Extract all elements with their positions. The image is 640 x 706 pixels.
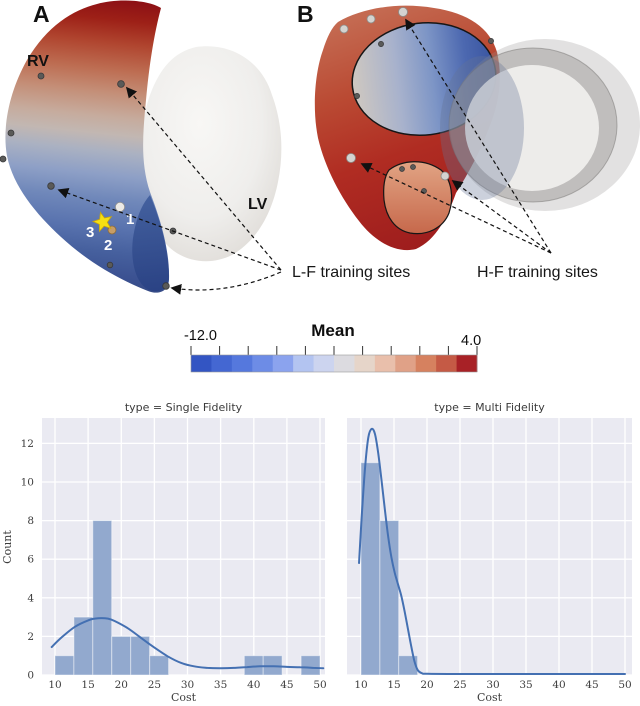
colorbar-max-label: 4.0 <box>461 333 481 349</box>
panel-a: 1 2 3 A RV LV <box>0 0 282 293</box>
colorbar-ticks <box>190 346 478 355</box>
site-number-3: 3 <box>86 224 94 241</box>
lv-lumen-b <box>465 65 599 191</box>
x-tick-label: 50 <box>618 679 631 691</box>
site-number-2: 2 <box>104 237 112 254</box>
y-tick-label: 12 <box>21 438 34 450</box>
colorbar-segments <box>191 355 478 372</box>
histogram-bar <box>300 655 321 676</box>
salmon-patch-b <box>383 161 453 235</box>
chart-multi-fidelity: type = Multi Fidelity 10 15 20 25 30 35 40 45 50 C… <box>347 401 632 704</box>
hf-training-sites-caption: H-F training sites <box>477 264 598 281</box>
histogram-bar <box>54 655 75 676</box>
panel-a-label: A <box>33 1 50 27</box>
x-tick-label: 30 <box>181 679 194 691</box>
y-tick-label: 0 <box>27 670 34 682</box>
lf-site-dots-a <box>0 72 177 290</box>
lf-training-sites-caption: L-F training sites <box>292 264 410 281</box>
x-tick-label: 20 <box>115 679 128 691</box>
overlap-tint-b <box>440 56 524 200</box>
hf-site-spheres-b <box>339 7 450 181</box>
panel-b-label: B <box>297 1 314 27</box>
y-tick-label: 10 <box>21 477 34 489</box>
x-tick-label: 25 <box>148 679 161 691</box>
x-tick-label: 40 <box>552 679 565 691</box>
x-tick-label: 35 <box>214 679 227 691</box>
histogram-bar <box>149 655 170 676</box>
chart-title: type = Multi Fidelity <box>434 401 545 414</box>
y-tick-label: 6 <box>27 554 34 566</box>
histogram-bar <box>379 520 400 676</box>
rv-surface-a <box>5 0 170 293</box>
colorbar-title: Mean <box>311 321 354 340</box>
x-axis-label: Cost <box>171 691 197 704</box>
x-tick-label: 10 <box>354 679 367 691</box>
x-tick-label: 40 <box>247 679 260 691</box>
x-axis-label: Cost <box>477 691 503 704</box>
lv-epicardium-a <box>141 46 282 262</box>
y-tick-label: 4 <box>27 592 34 604</box>
kde-curve <box>358 427 626 676</box>
rv-label: RV <box>27 53 49 70</box>
y-axis-label: Count <box>1 530 14 564</box>
y-tick-label: 8 <box>27 515 34 527</box>
x-tick-label: 45 <box>280 679 293 691</box>
histogram-bar <box>398 655 419 676</box>
histogram-bar <box>92 520 113 676</box>
panel-b: B <box>297 1 640 251</box>
x-tick-label: 30 <box>486 679 499 691</box>
x-tick-label: 25 <box>453 679 466 691</box>
lf-site-dots-b <box>354 38 494 194</box>
x-tick-label: 15 <box>81 679 94 691</box>
x-tick-label: 35 <box>519 679 532 691</box>
colorbar-min-label: -12.0 <box>184 328 217 344</box>
lv-label: LV <box>248 196 268 213</box>
chart-title: type = Single Fidelity <box>125 401 243 414</box>
kde-curve <box>50 617 325 670</box>
x-tick-label: 10 <box>48 679 61 691</box>
histogram-bar <box>111 635 132 676</box>
site-number-1: 1 <box>126 211 134 228</box>
annotation-arrows <box>57 18 552 295</box>
x-tick-label: 20 <box>420 679 433 691</box>
y-tick-label: 2 <box>27 631 34 643</box>
pacing-site-1-sphere <box>115 201 126 212</box>
x-tick-label: 15 <box>387 679 400 691</box>
x-tick-label: 50 <box>313 679 326 691</box>
x-tick-label: 45 <box>585 679 598 691</box>
anatomy-panels: 1 2 3 A RV LV B L-F <box>0 0 640 373</box>
colorbar: Mean -12.0 4.0 <box>184 321 481 373</box>
star-icon <box>91 211 113 233</box>
